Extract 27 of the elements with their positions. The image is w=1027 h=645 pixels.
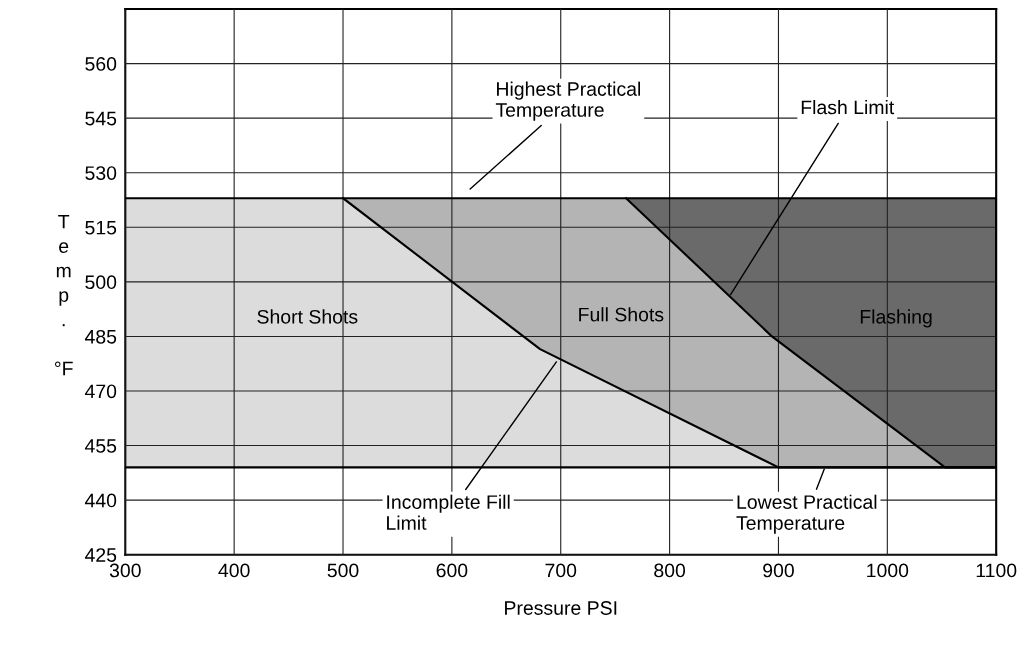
y-tick-label: 455 xyxy=(84,439,117,453)
x-tick-label: 300 xyxy=(109,563,141,578)
annotation: Full Shots xyxy=(579,307,664,322)
x-tick-label: 500 xyxy=(327,563,359,578)
x-tick-label: 700 xyxy=(545,563,577,578)
x-axis-title: Pressure PSI xyxy=(505,601,617,615)
y-tick-label: 425 xyxy=(84,548,117,562)
text: Temp. °F xyxy=(55,214,73,376)
x-tick-label: 400 xyxy=(218,563,250,578)
annotation: Short Shots xyxy=(257,309,358,324)
annotation: Lowest Practical Temperature xyxy=(736,494,877,534)
y-tick-label: 560 xyxy=(85,57,117,71)
y-tick-label: 515 xyxy=(85,220,117,235)
y-tick-label: 545 xyxy=(85,111,117,126)
x-tick-label: 1000 xyxy=(867,563,909,578)
y-tick-label: 440 xyxy=(84,493,117,508)
annotation: Flash Limit xyxy=(801,99,895,115)
y-tick-label: 485 xyxy=(84,329,117,344)
annotation: Highest Practical Temperature xyxy=(495,81,641,121)
y-tick-label: 500 xyxy=(85,275,117,290)
x-tick-label: 600 xyxy=(436,563,468,578)
y-tick-label: 470 xyxy=(84,384,117,399)
x-tick-label: 1100 xyxy=(976,563,1017,578)
annotation: Incomplete Fill Limit xyxy=(387,494,510,530)
y-tick-label: 530 xyxy=(85,166,117,180)
x-tick-label: 800 xyxy=(654,563,686,578)
x-tick-label: 900 xyxy=(763,563,794,578)
